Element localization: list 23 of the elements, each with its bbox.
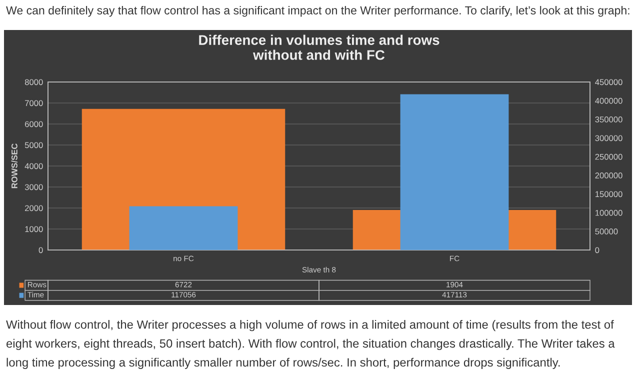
y2-tick-label: 0 xyxy=(595,247,600,254)
y-tick-label: 1000 xyxy=(25,226,43,232)
y-tick-label: 3000 xyxy=(24,184,43,190)
y2-tick-label: 200000 xyxy=(595,172,622,178)
y-tick-label: 2000 xyxy=(25,205,43,212)
y2-tick-label: 400000 xyxy=(595,98,622,104)
y2-tick-label: 150000 xyxy=(595,191,622,198)
y-tick-label: 8000 xyxy=(24,79,43,86)
y-axis-title: ROWS/SEC xyxy=(11,144,18,188)
text: Without flow control, the Writer processes a high volume of rows in a limited amount of time (results from the test of eight workers, eight threads, 50 insert batch). With flow control, the situation changes drastically. The Writer takes a long time processing a significantly smaller number of rows/sec. In short, performance drops significantly. xyxy=(6,320,615,369)
y2-tick-label: 450000 xyxy=(595,79,622,86)
y2-tick-label: 100000 xyxy=(595,210,622,216)
y2-tick-label: 350000 xyxy=(595,116,622,122)
y-tick-label: 5000 xyxy=(24,142,43,148)
y-tick-label: 4000 xyxy=(24,163,43,170)
y-tick-label: 6000 xyxy=(25,121,43,128)
y2-tick-label: 50000 xyxy=(595,228,618,234)
y-tick-label: 7000 xyxy=(25,100,43,106)
y2-tick-label: 300000 xyxy=(595,135,622,142)
chart-title: Difference in volumes time and rows without and with FC xyxy=(199,34,440,60)
y2-tick-label: 250000 xyxy=(595,154,622,160)
text: We can definitely say that flow control has a significant impact on the Writer performance. To clarify, let’s look at this graph: xyxy=(6,6,630,17)
y-tick-label: 0 xyxy=(38,247,43,254)
